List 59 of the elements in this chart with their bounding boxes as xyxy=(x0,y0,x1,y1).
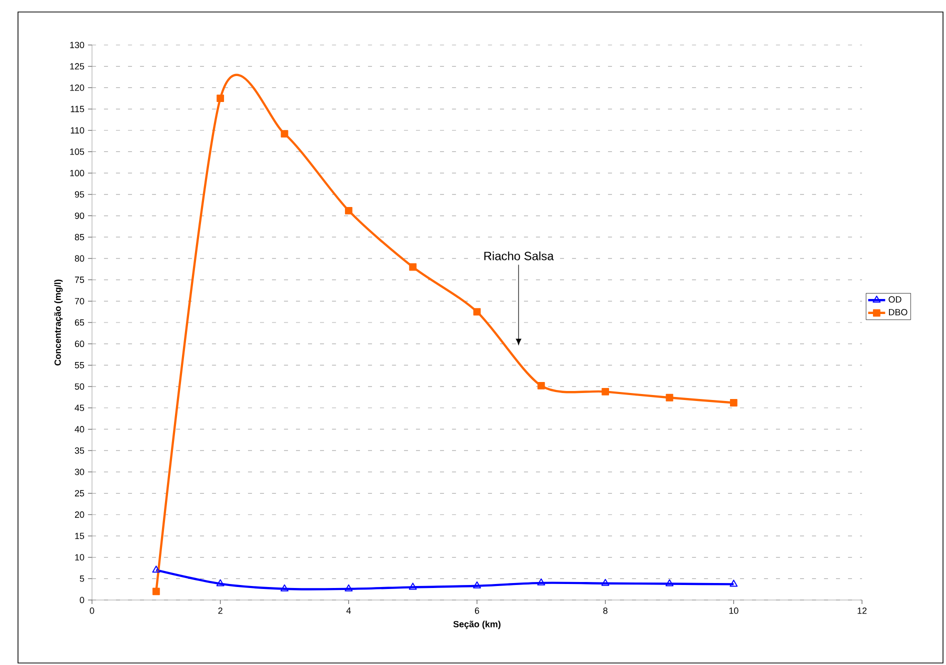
point xyxy=(280,584,288,592)
point xyxy=(152,566,160,573)
point xyxy=(537,382,545,390)
x-axis-title: Seção (km) xyxy=(453,620,500,630)
y-tick-label: 90 xyxy=(74,212,84,219)
y-tick-label: 25 xyxy=(74,490,84,496)
point xyxy=(408,582,417,590)
y-tick-label: 105 xyxy=(70,148,84,155)
y-tick-label: 0 xyxy=(80,596,84,604)
y-tick-label: 80 xyxy=(74,255,84,262)
y-tick-label: 100 xyxy=(70,170,84,176)
point xyxy=(280,130,288,138)
legend-label: DBO xyxy=(889,309,908,316)
y-tick-label: 35 xyxy=(74,447,84,454)
x-tick-label: 6 xyxy=(474,608,480,614)
x-tick-label: 12 xyxy=(858,608,867,614)
y-tick-label: 45 xyxy=(74,404,84,412)
point xyxy=(409,263,417,271)
point xyxy=(602,388,610,396)
y-tick-label: 30 xyxy=(74,468,84,476)
point xyxy=(344,584,353,592)
point xyxy=(537,578,546,586)
y-tick-label: 15 xyxy=(75,532,84,540)
y-tick-label: 75 xyxy=(74,276,84,283)
y-tick-label: 120 xyxy=(70,84,84,91)
point xyxy=(730,399,738,406)
y-tick-label: 115 xyxy=(70,106,84,112)
y-tick-label: 130 xyxy=(70,42,84,48)
x-tick-label: 0 xyxy=(90,608,94,614)
point xyxy=(601,578,610,586)
x-tick-label: 4 xyxy=(346,608,351,614)
point xyxy=(216,94,224,102)
y-tick-label: 10 xyxy=(75,554,84,560)
y-tick-label: 85 xyxy=(74,234,84,240)
y-axis-title: Concentração (mg/l) xyxy=(54,280,63,366)
annotation: Riacho Salsa xyxy=(484,251,554,260)
x-tick-label: 10 xyxy=(729,608,738,614)
y-tick-label: 40 xyxy=(74,426,84,432)
y-tick-label: 20 xyxy=(74,511,84,518)
point xyxy=(666,579,674,586)
y-tick-label: 55 xyxy=(74,362,84,368)
y-tick-label: 125 xyxy=(70,63,84,70)
point xyxy=(216,579,224,586)
point xyxy=(473,581,481,588)
x-tick-label: 8 xyxy=(603,608,608,614)
y-tick-label: 5 xyxy=(80,576,84,582)
point xyxy=(666,394,674,402)
legend-label: OD xyxy=(888,296,902,303)
y-tick-label: 70 xyxy=(74,298,84,304)
y-tick-label: 95 xyxy=(74,191,84,198)
point xyxy=(730,580,738,587)
y-tick-label: 50 xyxy=(74,383,84,390)
y-tick-label: 65 xyxy=(74,319,84,326)
point xyxy=(152,588,160,596)
point xyxy=(344,206,352,214)
y-tick-label: 60 xyxy=(74,340,84,348)
x-tick-label: 2 xyxy=(218,608,222,614)
y-tick-label: 110 xyxy=(70,127,84,134)
point xyxy=(473,308,481,316)
